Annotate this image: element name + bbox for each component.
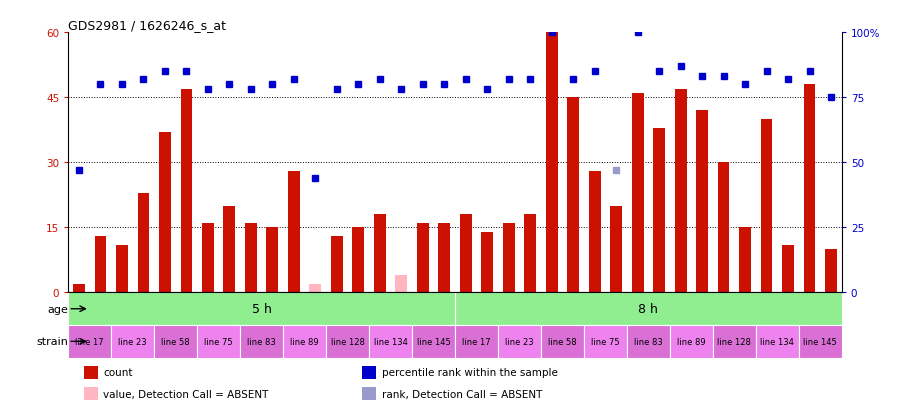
Text: line 58: line 58 — [548, 337, 577, 346]
Bar — [804, 85, 815, 293]
Text: line 17: line 17 — [76, 337, 104, 346]
Bar — [498, 325, 541, 358]
Bar — [224, 206, 236, 293]
Text: line 83: line 83 — [634, 337, 662, 346]
Bar — [240, 325, 283, 358]
Bar — [326, 325, 369, 358]
Text: line 58: line 58 — [161, 337, 190, 346]
Text: value, Detection Call = ABSENT: value, Detection Call = ABSENT — [103, 389, 268, 399]
Bar — [756, 325, 799, 358]
Bar — [245, 223, 257, 293]
Text: line 128: line 128 — [717, 337, 752, 346]
Bar — [95, 237, 106, 293]
Text: line 134: line 134 — [761, 337, 794, 346]
Text: 5 h: 5 h — [252, 303, 271, 316]
Bar — [718, 163, 730, 293]
Bar — [653, 128, 665, 293]
Bar — [331, 237, 343, 293]
Bar — [674, 89, 686, 293]
Bar — [68, 325, 111, 358]
Text: line 134: line 134 — [374, 337, 408, 346]
Text: line 75: line 75 — [205, 337, 233, 346]
Bar — [417, 223, 429, 293]
Text: GDS2981 / 1626246_s_at: GDS2981 / 1626246_s_at — [68, 19, 227, 32]
Bar — [137, 193, 149, 293]
Bar — [116, 245, 128, 293]
Text: 8 h: 8 h — [639, 303, 658, 316]
Bar — [584, 325, 627, 358]
Bar — [73, 284, 85, 293]
Text: line 75: line 75 — [592, 337, 620, 346]
Bar — [439, 223, 450, 293]
Bar — [159, 133, 171, 293]
Bar — [84, 387, 97, 400]
Bar — [362, 387, 376, 400]
Bar — [696, 111, 708, 293]
Bar — [567, 98, 579, 293]
Text: line 83: line 83 — [248, 337, 276, 346]
Bar — [202, 223, 214, 293]
Text: line 128: line 128 — [330, 337, 365, 346]
Bar — [825, 249, 837, 293]
Bar — [84, 366, 97, 379]
Bar — [670, 325, 713, 358]
Bar — [197, 325, 240, 358]
Text: rank, Detection Call = ABSENT: rank, Detection Call = ABSENT — [381, 389, 541, 399]
Bar — [541, 325, 584, 358]
Text: line 17: line 17 — [462, 337, 490, 346]
Text: line 145: line 145 — [804, 337, 837, 346]
Bar — [589, 171, 601, 293]
Text: percentile rank within the sample: percentile rank within the sample — [381, 368, 558, 377]
Bar — [68, 293, 455, 325]
Bar — [713, 325, 756, 358]
Bar — [267, 228, 278, 293]
Bar — [481, 232, 493, 293]
Bar — [154, 325, 197, 358]
Bar — [180, 89, 192, 293]
Bar — [632, 94, 643, 293]
Bar — [374, 215, 386, 293]
Bar — [283, 325, 326, 358]
Text: line 89: line 89 — [290, 337, 318, 346]
Bar — [739, 228, 751, 293]
Text: line 145: line 145 — [417, 337, 450, 346]
Bar — [395, 275, 407, 293]
Bar — [782, 245, 794, 293]
Bar — [412, 325, 455, 358]
Bar — [352, 228, 364, 293]
Bar — [799, 325, 842, 358]
Bar — [503, 223, 515, 293]
Bar — [611, 206, 622, 293]
Text: age: age — [47, 304, 68, 314]
Bar — [455, 293, 842, 325]
Bar — [524, 215, 536, 293]
Bar — [369, 325, 412, 358]
Bar — [460, 215, 471, 293]
Bar — [627, 325, 670, 358]
Text: count: count — [103, 368, 133, 377]
Bar — [455, 325, 498, 358]
Bar — [111, 325, 154, 358]
Bar — [309, 284, 321, 293]
Text: strain: strain — [36, 337, 68, 347]
Bar — [546, 33, 558, 293]
Bar — [288, 171, 299, 293]
Text: line 23: line 23 — [505, 337, 534, 346]
Text: line 89: line 89 — [677, 337, 705, 346]
Bar — [362, 366, 376, 379]
Text: line 23: line 23 — [118, 337, 147, 346]
Bar — [761, 120, 773, 293]
